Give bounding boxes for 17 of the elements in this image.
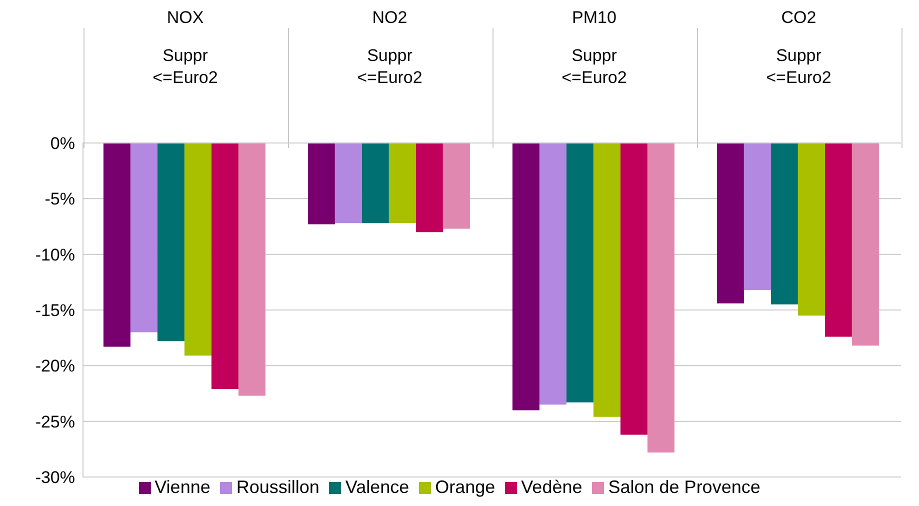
y-tick-label: -10% bbox=[35, 245, 75, 264]
y-tick-label: 0% bbox=[50, 134, 75, 154]
x-tick-label: PM10 Suppr <=Euro2 bbox=[562, 8, 627, 87]
legend-label: Valence bbox=[345, 477, 410, 497]
legend-label: Roussillon bbox=[236, 477, 320, 497]
x-tick-label: CO2 Suppr <=Euro2 bbox=[766, 8, 832, 87]
legend-label: Vienne bbox=[154, 477, 210, 497]
x-tick-label: NO2 Suppr <=Euro2 bbox=[357, 8, 422, 87]
y-tick-label: -30% bbox=[35, 468, 75, 488]
y-tick-label: -5% bbox=[44, 190, 75, 209]
y-tick-label: -25% bbox=[35, 412, 75, 432]
legend-label: Salon de Provence bbox=[608, 477, 760, 497]
y-tick-label: -15% bbox=[35, 301, 75, 320]
legend-label: Vedène bbox=[521, 477, 582, 497]
legend-label: Orange bbox=[435, 477, 496, 497]
x-tick-label: NOX Suppr <=Euro2 bbox=[152, 8, 218, 87]
y-tick-label: -20% bbox=[35, 356, 75, 376]
